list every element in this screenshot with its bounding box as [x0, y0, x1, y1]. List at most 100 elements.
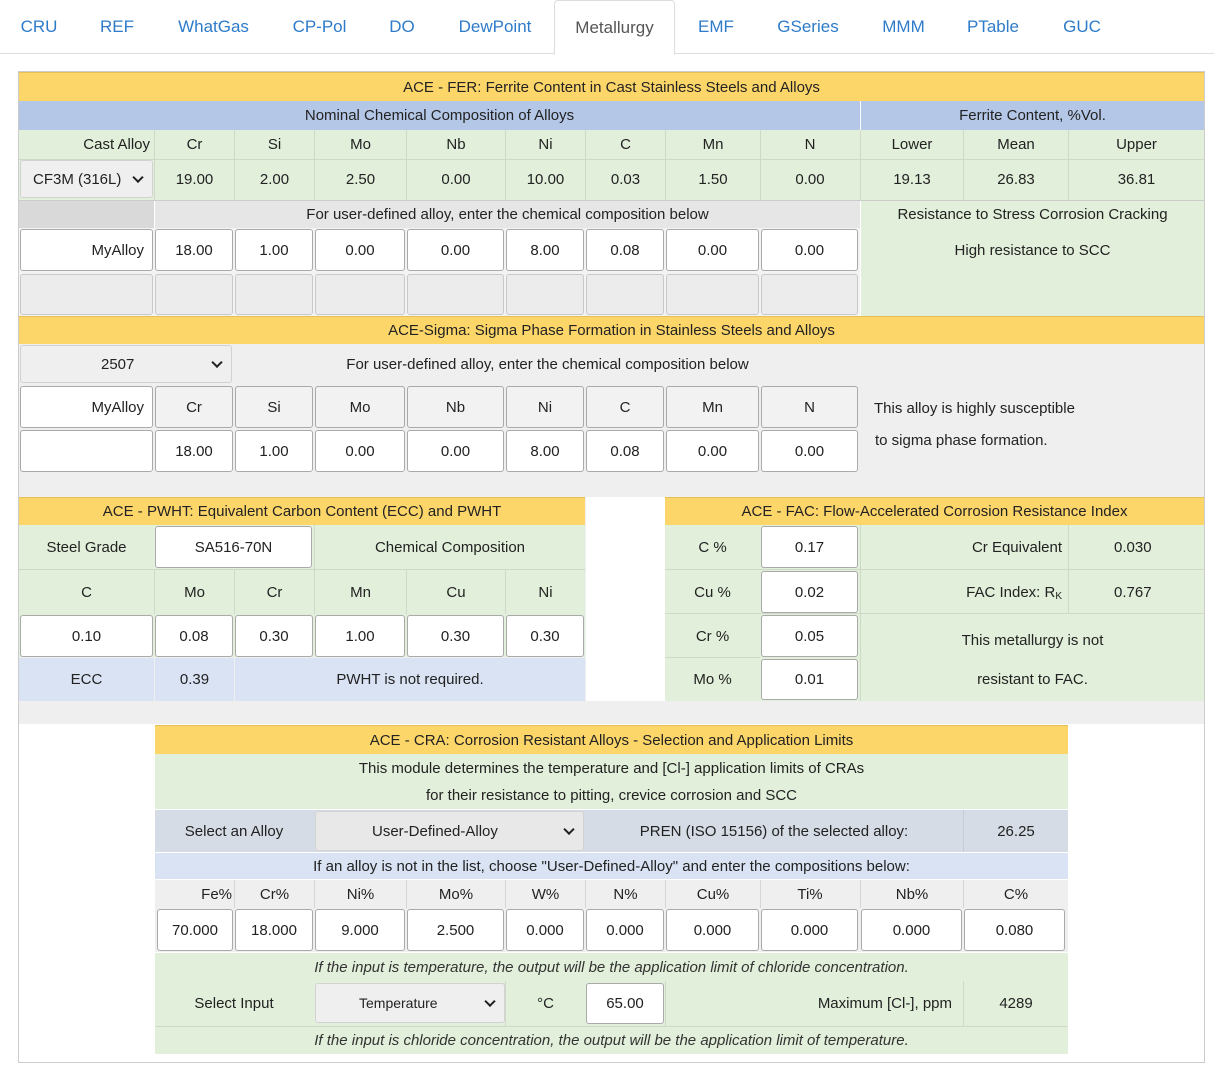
- tab-do[interactable]: DO: [389, 17, 415, 36]
- fer-col-lower: Lower: [891, 136, 933, 153]
- fer-user-name-input[interactable]: MyAlloy: [20, 229, 153, 271]
- pwht-col-c: C: [81, 583, 92, 601]
- tab-whatgas[interactable]: WhatGas: [178, 17, 249, 36]
- fer-nominal-header: Nominal Chemical Composition of Alloys: [19, 101, 860, 130]
- fer-user-n-input[interactable]: 0.00: [761, 229, 858, 271]
- pwht-cu-input[interactable]: 0.30: [407, 615, 504, 657]
- fer-col-n: N: [804, 136, 816, 153]
- fer-nom-mn: 1.50: [698, 170, 728, 188]
- cra-temperature-input[interactable]: 65.00: [586, 983, 664, 1024]
- cra-n-input[interactable]: 0.000: [586, 909, 664, 951]
- pwht-result: PWHT is not required.: [235, 658, 585, 701]
- sigma-cr-input[interactable]: 18.00: [155, 430, 233, 472]
- cra-output-value: 4289: [999, 995, 1033, 1012]
- fac-index-value: 0.767: [1114, 583, 1152, 601]
- cra-cu-input[interactable]: 0.000: [666, 909, 759, 951]
- tab-cru[interactable]: CRU: [20, 17, 58, 36]
- fer-user-cr-input[interactable]: 18.00: [155, 229, 233, 271]
- fer-col-si: Si: [267, 136, 282, 153]
- fer-upper-value: 36.81: [1117, 170, 1156, 188]
- fer-nom-mo: 2.50: [345, 170, 376, 188]
- fac-c-input[interactable]: 0.17: [761, 526, 858, 568]
- tab-gseries[interactable]: GSeries: [777, 17, 839, 36]
- pwht-mn-input[interactable]: 1.00: [315, 615, 405, 657]
- sigma-mo-input[interactable]: 0.00: [315, 430, 405, 472]
- pwht-ni-input[interactable]: 0.30: [506, 615, 584, 657]
- sigma-si-input[interactable]: 1.00: [235, 430, 313, 472]
- pwht-col-mn: Mn: [350, 583, 371, 601]
- fer-user-si-input[interactable]: 1.00: [235, 229, 313, 271]
- fer-nom-nb: 0.00: [441, 170, 471, 188]
- cra-alloy-select[interactable]: User-Defined-Alloy: [315, 811, 584, 851]
- sigma-prompt: For user-defined alloy, enter the chemic…: [346, 355, 749, 373]
- pwht-ecc-value: 0.39: [155, 658, 234, 701]
- tab-cp-pol[interactable]: CP-Pol: [292, 17, 347, 36]
- fer-table-bg: [19, 130, 1204, 200]
- fer-user-nb-input[interactable]: 0.00: [407, 229, 504, 271]
- cra-title: ACE - CRA: Corrosion Resistant Alloys - …: [155, 725, 1068, 754]
- fer-blank-input: [586, 274, 664, 315]
- pwht-cr-input[interactable]: 0.30: [235, 615, 313, 657]
- fac-mo-input[interactable]: 0.01: [761, 659, 858, 700]
- tab-dewpoint[interactable]: DewPoint: [458, 17, 532, 36]
- sigma-col-mo: Mo: [315, 386, 405, 428]
- fer-user-mn-input[interactable]: 0.00: [666, 229, 759, 271]
- fer-blank-input: [235, 274, 313, 315]
- sigma-ni-input[interactable]: 8.00: [506, 430, 584, 472]
- fer-lower-value: 19.13: [893, 170, 931, 188]
- fer-nom-si: 2.00: [259, 170, 290, 188]
- tab-emf[interactable]: EMF: [698, 17, 734, 36]
- cra-w-input[interactable]: 0.000: [506, 909, 584, 951]
- cra-input-select[interactable]: Temperature: [315, 983, 505, 1023]
- fac-cu-input[interactable]: 0.02: [761, 571, 858, 613]
- fer-ferrite-header: Ferrite Content, %Vol.: [861, 101, 1204, 130]
- sigma-n-input[interactable]: 0.00: [761, 430, 858, 472]
- tab-metallurgy[interactable]: Metallurgy: [554, 0, 675, 55]
- cra-col-fe: Fe%: [201, 885, 232, 903]
- pwht-mo-input[interactable]: 0.08: [155, 615, 233, 657]
- fer-blank-input: [506, 274, 584, 315]
- fer-alloy-select[interactable]: CF3M (316L): [20, 160, 153, 198]
- sigma-c-input[interactable]: 0.08: [586, 430, 664, 472]
- fer-scc-result: High resistance to SCC: [861, 228, 1204, 272]
- pwht-grade-input[interactable]: SA516-70N: [155, 526, 312, 568]
- pwht-col-mo: Mo: [184, 583, 205, 601]
- fac-result-line2: resistant to FAC.: [977, 671, 1088, 688]
- cra-ti-input[interactable]: 0.000: [761, 909, 858, 951]
- fer-user-c-input[interactable]: 0.08: [586, 229, 664, 271]
- cra-cr-input[interactable]: 18.000: [235, 909, 313, 951]
- tab-mmm[interactable]: MMM: [882, 17, 925, 36]
- sigma-mn-input[interactable]: 0.00: [666, 430, 759, 472]
- cra-input-label: Select Input: [194, 995, 274, 1012]
- sigma-col-nb: Nb: [407, 386, 504, 428]
- fer-blank-input: [761, 274, 858, 315]
- sigma-result-line1: This alloy is highly susceptible: [874, 400, 1075, 417]
- cra-fe-input[interactable]: 70.000: [157, 909, 233, 951]
- pwht-col-cr: Cr: [266, 583, 283, 601]
- cra-ni-input[interactable]: 9.000: [315, 909, 405, 951]
- sigma-name-input[interactable]: MyAlloy: [20, 386, 153, 428]
- chevron-down-icon: [132, 171, 144, 184]
- cra-mo-input[interactable]: 2.500: [407, 909, 504, 951]
- sigma-blank-input[interactable]: [20, 430, 153, 472]
- pwht-grade-label: Steel Grade: [46, 538, 127, 556]
- cra-c-input[interactable]: 0.080: [964, 909, 1065, 951]
- fac-index-label-text: FAC Index: R: [966, 583, 1056, 601]
- cra-note-chloride: If the input is chloride concentration, …: [155, 1026, 1068, 1054]
- fac-cr-eq-value: 0.030: [1114, 538, 1152, 556]
- sigma-nb-input[interactable]: 0.00: [407, 430, 504, 472]
- sigma-alloy-select-value: 2507: [101, 355, 135, 373]
- fer-user-mo-input[interactable]: 0.00: [315, 229, 405, 271]
- tab-guc[interactable]: GUC: [1063, 17, 1101, 36]
- pwht-c-input[interactable]: 0.10: [20, 615, 153, 657]
- tab-ref[interactable]: REF: [100, 17, 134, 36]
- cra-user-prompt: If an alloy is not in the list, choose "…: [155, 853, 1068, 879]
- sigma-col-mn: Mn: [666, 386, 759, 428]
- tab-ptable[interactable]: PTable: [967, 17, 1019, 36]
- fer-user-ni-input[interactable]: 8.00: [506, 229, 584, 271]
- fac-cr-input[interactable]: 0.05: [761, 615, 858, 657]
- sigma-alloy-select[interactable]: 2507: [20, 345, 232, 383]
- cra-nb-input[interactable]: 0.000: [861, 909, 962, 951]
- cra-col-n: N%: [613, 885, 638, 903]
